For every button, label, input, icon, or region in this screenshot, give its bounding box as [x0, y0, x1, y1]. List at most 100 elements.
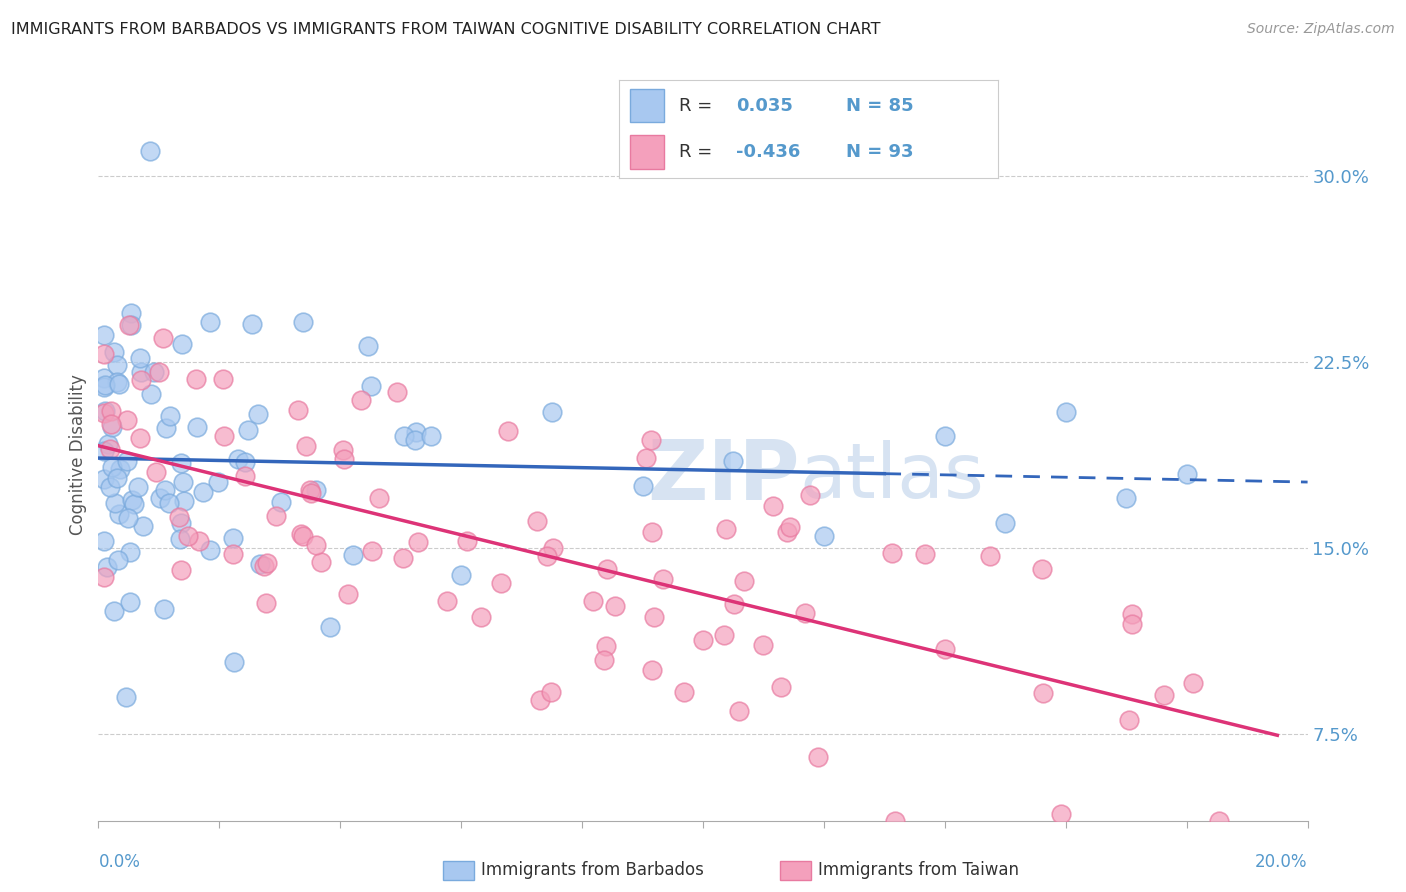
Point [155, 420, 177, 434]
Point [249, 557, 271, 571]
Point [1032, 686, 1054, 700]
Point [212, 429, 235, 443]
Point [298, 483, 321, 497]
Text: 0.0%: 0.0% [98, 853, 141, 871]
Text: R =: R = [679, 143, 713, 161]
Point [132, 519, 155, 533]
Point [305, 538, 328, 552]
Point [107, 552, 129, 566]
Point [149, 491, 172, 505]
Point [290, 527, 312, 541]
Point [914, 547, 936, 561]
Point [318, 620, 340, 634]
Point [309, 555, 332, 569]
Text: 20.0%: 20.0% [1256, 853, 1308, 871]
Point [145, 465, 167, 479]
Point [299, 486, 322, 500]
Point [221, 531, 243, 545]
Point [170, 516, 193, 530]
Point [153, 483, 176, 497]
Point [292, 528, 315, 542]
Point [93, 533, 115, 548]
Point [188, 533, 211, 548]
Point [536, 549, 558, 564]
Point [813, 528, 835, 542]
Point [114, 690, 136, 704]
Point [332, 452, 354, 467]
Point [233, 469, 256, 483]
Point [186, 420, 208, 434]
Point [581, 594, 603, 608]
Point [93, 404, 115, 418]
Point [120, 318, 142, 332]
Point [305, 483, 328, 497]
Point [173, 493, 195, 508]
Point [672, 685, 695, 699]
Point [360, 379, 382, 393]
Point [807, 750, 830, 764]
Point [769, 681, 792, 695]
Point [713, 628, 735, 642]
Point [93, 444, 115, 458]
Point [226, 452, 249, 467]
Point [595, 639, 617, 653]
Point [342, 548, 364, 562]
Point [714, 522, 737, 536]
Point [103, 604, 125, 618]
Point [169, 533, 191, 547]
Point [640, 433, 662, 447]
Point [733, 574, 755, 588]
Point [93, 371, 115, 385]
Point [120, 306, 142, 320]
Text: IMMIGRANTS FROM BARBADOS VS IMMIGRANTS FROM TAIWAN COGNITIVE DISABILITY CORRELAT: IMMIGRANTS FROM BARBADOS VS IMMIGRANTS F… [11, 22, 880, 37]
Point [256, 556, 278, 570]
Point [489, 576, 512, 591]
Text: R =: R = [679, 97, 713, 115]
Point [723, 454, 745, 468]
Point [880, 546, 903, 560]
Point [159, 409, 181, 424]
Point [129, 431, 152, 445]
Point [93, 327, 115, 342]
Point [406, 534, 429, 549]
Point [979, 549, 1001, 563]
Point [93, 472, 115, 486]
Point [222, 655, 245, 669]
Point [103, 345, 125, 359]
Point [100, 417, 122, 431]
Point [420, 429, 443, 443]
Point [101, 460, 124, 475]
Point [118, 595, 141, 609]
Point [336, 587, 359, 601]
Point [235, 455, 257, 469]
Point [170, 337, 193, 351]
Point [98, 442, 121, 457]
Point [97, 436, 120, 450]
Point [128, 351, 150, 365]
Point [287, 403, 309, 417]
Point [138, 144, 160, 158]
Point [152, 331, 174, 345]
Point [93, 570, 115, 584]
Point [253, 559, 276, 574]
Text: atlas: atlas [800, 440, 984, 514]
Point [357, 339, 380, 353]
Point [157, 496, 180, 510]
Point [198, 315, 221, 329]
Point [212, 372, 235, 386]
Point [108, 461, 131, 475]
Point [169, 510, 191, 524]
Point [121, 493, 143, 508]
Point [247, 407, 270, 421]
Point [238, 423, 260, 437]
Point [198, 543, 221, 558]
Point [994, 516, 1017, 530]
Point [779, 519, 801, 533]
Text: Source: ZipAtlas.com: Source: ZipAtlas.com [1247, 22, 1395, 37]
Text: N = 93: N = 93 [846, 143, 914, 161]
Point [751, 638, 773, 652]
Point [115, 413, 138, 427]
Point [641, 524, 664, 539]
Point [641, 663, 664, 677]
Point [1153, 688, 1175, 702]
